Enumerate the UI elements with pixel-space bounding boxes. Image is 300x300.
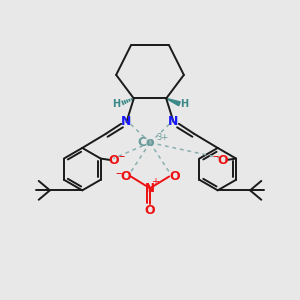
Text: H: H [180, 99, 188, 109]
Text: O: O [145, 204, 155, 217]
Text: H: H [112, 99, 120, 109]
Text: Co: Co [138, 136, 155, 149]
Text: O: O [217, 154, 228, 166]
Text: N: N [145, 182, 155, 195]
Text: +: + [151, 177, 159, 188]
Text: O: O [109, 154, 119, 166]
Text: N: N [121, 115, 132, 128]
Text: –: – [116, 167, 122, 180]
Text: –: – [118, 150, 125, 163]
Text: 3+: 3+ [156, 133, 169, 142]
Text: O: O [120, 170, 131, 183]
Text: N: N [168, 115, 179, 128]
Text: –: – [212, 150, 218, 163]
Text: O: O [169, 170, 180, 183]
Polygon shape [166, 98, 180, 106]
